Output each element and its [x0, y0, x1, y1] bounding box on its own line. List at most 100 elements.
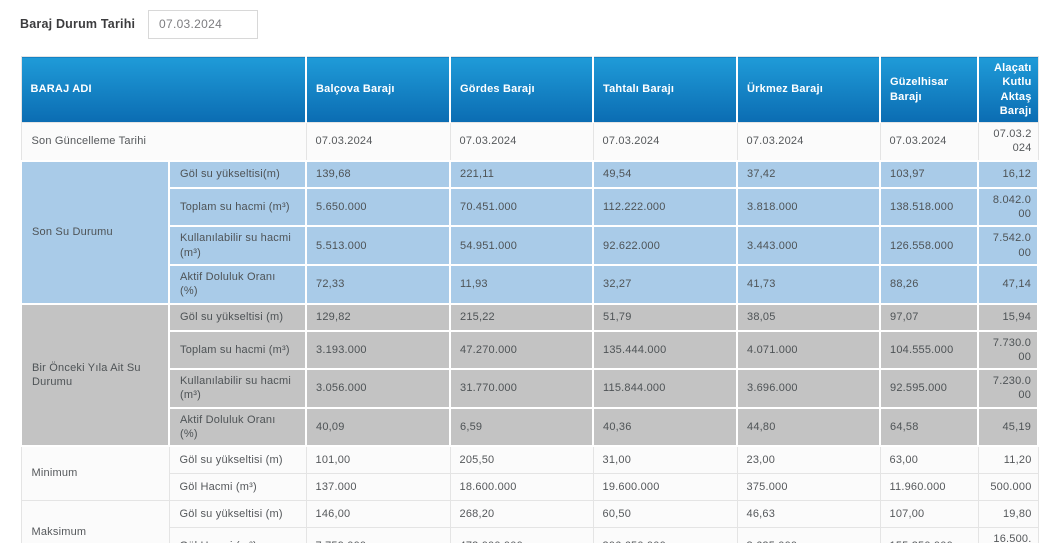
cell-value: 41,73: [736, 263, 882, 305]
cell-value: 88,26: [879, 263, 980, 305]
table-row: Aktif Doluluk Oranı (%) 72,33 11,93 32,27 41…: [21, 263, 1040, 305]
column-header-baraj-adi: BARAJ ADI: [21, 56, 308, 123]
table-row: Minimum Göl su yükseltisi (m) 101,00 205,50…: [20, 445, 1039, 501]
cell-value: 07.03.2024: [449, 122, 594, 162]
cell-value: 3.056.000: [305, 368, 452, 409]
cell-value: 16.500.000: [977, 526, 1039, 543]
cell-value: 8.625.000: [736, 526, 881, 543]
cell-value: 3.443.000: [736, 225, 882, 266]
cell-value: 126.558.000: [879, 225, 980, 266]
metric-label: Göl su yükseltisi (m): [167, 302, 308, 332]
section-label: Maksimum: [20, 499, 170, 543]
cell-value: 31.770.000: [449, 368, 595, 409]
cell-value: 07.03.2024: [305, 122, 451, 162]
cell-value: 49,54: [592, 159, 739, 189]
metric-label: Toplam su hacmi (m³): [167, 186, 308, 228]
cell-value: 306.650.000: [592, 526, 738, 543]
cell-value: 31,00: [592, 445, 738, 474]
cell-value: 32,27: [592, 263, 739, 305]
cell-value: 38,05: [736, 302, 882, 332]
cell-value: 72,33: [305, 263, 452, 305]
cell-value: 07.03.2024: [879, 122, 979, 162]
cell-value: 139,68: [305, 159, 452, 189]
dam-status-date-bar: Baraj Durum Tarihi: [20, 9, 1059, 39]
metric-label: Göl su yükseltisi (m): [168, 499, 307, 528]
dam-status-date-input[interactable]: [148, 9, 258, 39]
cell-value: 37,42: [736, 159, 882, 189]
cell-value: 500.000: [977, 472, 1039, 501]
table-row: Göl Hacmi (m³)7.759.000473.000.000306.65…: [21, 526, 1039, 543]
cell-value: 3.696.000: [736, 368, 882, 409]
column-header-dam-4: Güzelhisar Barajı: [880, 56, 980, 123]
cell-value: 11.960.000: [879, 472, 979, 501]
cell-value: 3.818.000: [736, 186, 882, 228]
cell-value: 15,94: [977, 302, 1040, 332]
cell-value: 5.513.000: [305, 225, 452, 266]
cell-value: 54.951.000: [449, 225, 595, 266]
dam-status-table: BARAJ ADI Balçova Barajı Gördes Barajı Taht…: [20, 56, 1040, 543]
cell-value: 103,97: [879, 159, 980, 189]
cell-value: 205,50: [449, 445, 594, 474]
cell-value: 11,93: [449, 263, 595, 305]
cell-value: 07.03.2024: [592, 122, 738, 162]
metric-label: Göl su yükseltisi (m): [168, 445, 307, 474]
cell-value: 115.844.000: [592, 368, 739, 409]
row-label: Son Güncelleme Tarihi: [20, 122, 307, 162]
cell-value: 107,00: [879, 499, 979, 528]
metric-label: Toplam su hacmi (m³): [167, 329, 308, 371]
cell-value: 7.730.000: [977, 329, 1040, 371]
cell-value: 45,19: [977, 406, 1040, 448]
cell-value: 215,22: [449, 302, 595, 332]
cell-value: 7.230.000: [977, 368, 1040, 409]
column-header-dam-0: Balçova Barajı: [306, 56, 452, 123]
header-row: BARAJ ADI Balçova Barajı Gördes Barajı Taht…: [21, 56, 1039, 123]
table-row: Toplam su hacmi (m³) 3.193.000 47.270.000 1…: [21, 329, 1040, 371]
table-row: Maksimum Göl su yükseltisi (m) 146,00 268,2…: [20, 499, 1039, 543]
cell-value: 138.518.000: [879, 186, 980, 228]
cell-value: 6,59: [449, 406, 595, 448]
column-header-dam-1: Gördes Barajı: [450, 56, 595, 123]
table-row: Bir Önceki Yıla Ait Su Durumu Göl su yüks…: [20, 302, 1040, 448]
column-header-dam-3: Ürkmez Barajı: [737, 56, 882, 123]
metric-label: Kullanılabilir su hacmi (m³): [167, 368, 308, 409]
table-row: Aktif Doluluk Oranı (%) 40,09 6,59 40,36 44,…: [21, 406, 1040, 448]
cell-value: 63,00: [879, 445, 979, 474]
cell-value: 104.555.000: [879, 329, 980, 371]
cell-value: 375.000: [736, 472, 881, 501]
section-label: Minimum: [20, 445, 170, 501]
cell-value: 97,07: [879, 302, 980, 332]
cell-value: 60,50: [592, 499, 738, 528]
table-row: Son Su Durumu Göl su yükseltisi(m) 139,68 2…: [20, 159, 1040, 305]
metric-label: Kullanılabilir su hacmi (m³): [167, 225, 308, 266]
cell-value: 23,00: [736, 445, 881, 474]
section-label: Bir Önceki Yıla Ait Su Durumu: [20, 302, 170, 448]
cell-value: 44,80: [736, 406, 882, 448]
cell-value: 70.451.000: [449, 186, 595, 228]
cell-value: 47.270.000: [449, 329, 595, 371]
dam-table-body: Son Güncelleme Tarihi 07.03.2024 07.03.202…: [20, 122, 1040, 543]
cell-value: 129,82: [305, 302, 452, 332]
cell-value: 18.600.000: [449, 472, 594, 501]
table-row: Kullanılabilir su hacmi (m³) 3.056.000 31.…: [21, 368, 1040, 409]
metric-label: Göl Hacmi (m³): [168, 526, 307, 543]
cell-value: 19,80: [977, 499, 1039, 528]
cell-value: 16,12: [977, 159, 1040, 189]
cell-value: 07.03.2024: [736, 122, 881, 162]
cell-value: 112.222.000: [592, 186, 739, 228]
column-header-dam-5: Alaçatı Kutlu Aktaş Barajı: [978, 56, 1039, 123]
cell-value: 40,36: [592, 406, 739, 448]
cell-value: 4.071.000: [736, 329, 882, 371]
cell-value: 5.650.000: [305, 186, 452, 228]
metric-label: Göl su yükseltisi(m): [167, 159, 308, 189]
cell-value: 268,20: [449, 499, 594, 528]
cell-value: 155.350.000: [879, 526, 979, 543]
cell-value: 47,14: [977, 263, 1040, 305]
cell-value: 19.600.000: [592, 472, 738, 501]
table-row: Göl Hacmi (m³) 137.000 18.600.000 19.600.00…: [21, 472, 1039, 501]
dam-status-date-label: Baraj Durum Tarihi: [20, 17, 136, 31]
table-row: Toplam su hacmi (m³) 5.650.000 70.451.000 1…: [21, 186, 1040, 228]
metric-label: Göl Hacmi (m³): [168, 472, 307, 501]
cell-value: 101,00: [305, 445, 451, 474]
cell-value: 07.03.2024: [977, 122, 1039, 162]
column-header-dam-2: Tahtalı Barajı: [593, 56, 739, 123]
